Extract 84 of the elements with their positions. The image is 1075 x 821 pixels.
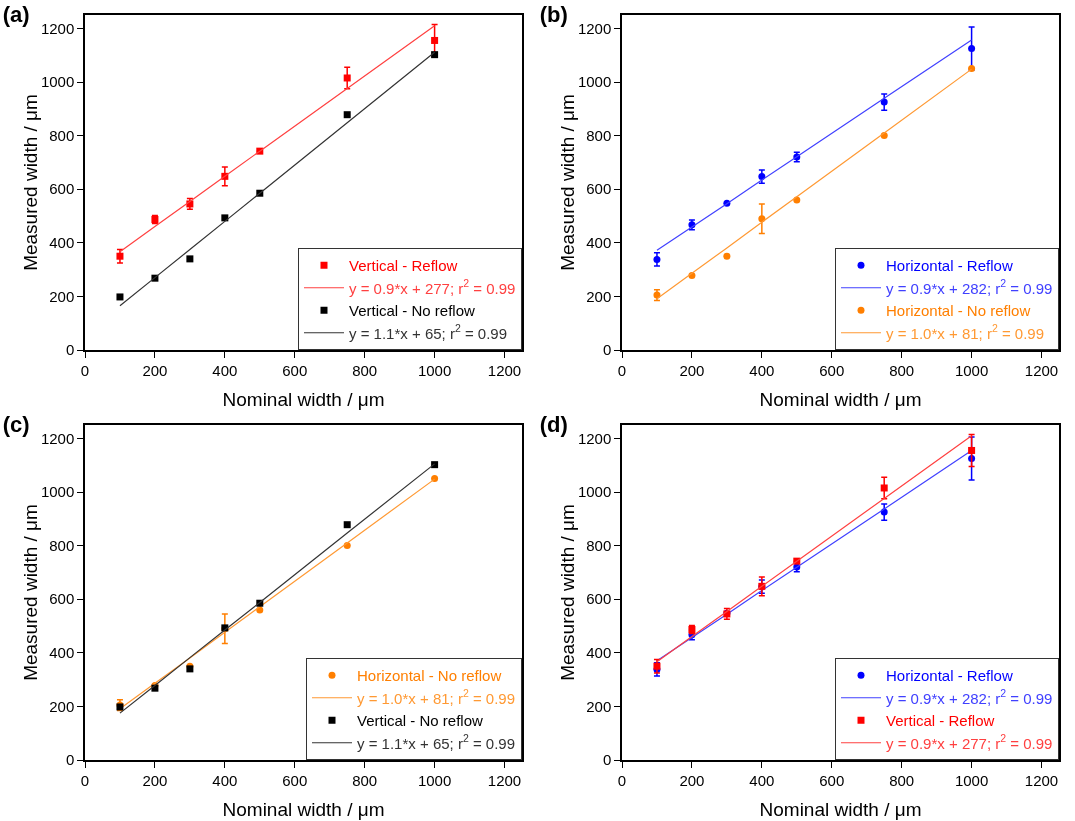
x-tick-label: 400 [212,361,238,379]
y-tick-label: 1200 [40,429,75,447]
y-tick-label: 200 [586,697,612,715]
x-tick-label: 1000 [954,771,989,789]
y-tick-label: 400 [586,644,612,662]
legend-label: Horizontal - No reflow [357,667,502,685]
y-tick-label: 0 [65,341,75,359]
x-tick-label: 1200 [1024,771,1059,789]
chart-title: (a) [2,1,30,27]
chart-title: (b) [539,1,568,27]
legend-label: y = 1.1*x + 65; r$^{2}$ = 0.99 [357,732,516,752]
x-tick-label: 0 [617,361,627,379]
x-tick-label: 800 [889,361,915,379]
legend-label: y = 1.1*x + 65; r$^{2}$ = 0.99 [349,322,508,342]
y-axis-title: Measured width / μm [19,94,41,271]
legend-label: Vertical - Reflow [349,257,458,275]
x-tick-label: 0 [80,361,90,379]
y-axis-title: Measured width / μm [556,504,578,681]
legend-label: y = 1.0*x + 81; r$^{2}$ = 0.99 [886,322,1045,342]
y-axis-title: Measured width / μm [556,94,578,271]
x-tick-label: 1200 [487,771,522,789]
y-tick-label: 400 [49,644,75,662]
y-tick-label: 1000 [40,483,75,501]
y-axis-title: Measured width / μm [19,504,41,681]
y-tick-label: 600 [49,180,75,198]
legend-label: y = 0.9*x + 277; r$^{2}$ = 0.99 [886,732,1053,752]
y-tick-label: 400 [49,234,75,252]
x-tick-label: 800 [889,771,915,789]
x-tick-label: 400 [749,771,775,789]
x-tick-label: 600 [819,361,845,379]
y-tick-label: 200 [49,287,75,305]
legend-label: y = 0.9*x + 277; r$^{2}$ = 0.99 [349,277,516,297]
chart-title: (d) [539,411,568,437]
x-tick-label: 200 [142,771,168,789]
x-tick-label: 800 [352,771,378,789]
x-tick-label: 200 [679,771,705,789]
x-axis-title: Nominal width / μm [759,389,922,410]
legend-label: Horizontal - Reflow [886,257,1013,275]
y-tick-label: 800 [49,536,75,554]
y-tick-label: 1000 [577,73,612,91]
y-tick-label: 600 [49,590,75,608]
y-tick-label: 1000 [40,73,75,91]
y-tick-label: 800 [49,126,75,144]
y-tick-label: 1200 [577,429,612,447]
legend-label: y = 0.9*x + 282; r$^{2}$ = 0.99 [886,277,1053,297]
x-tick-label: 200 [142,361,168,379]
y-tick-label: 0 [65,751,75,769]
x-axis-title: Nominal width / μm [222,389,385,410]
y-tick-label: 200 [49,697,75,715]
y-tick-label: 0 [602,341,612,359]
x-tick-label: 1000 [417,361,452,379]
x-tick-label: 600 [819,771,845,789]
y-tick-label: 800 [586,126,612,144]
legend-label: y = 0.9*x + 282; r$^{2}$ = 0.99 [886,687,1053,707]
x-tick-label: 1200 [487,361,522,379]
y-tick-label: 600 [586,180,612,198]
y-tick-label: 1000 [577,483,612,501]
y-tick-label: 1200 [577,19,612,37]
x-tick-label: 400 [749,361,775,379]
y-tick-label: 1200 [40,19,75,37]
x-tick-label: 1200 [1024,361,1059,379]
y-tick-label: 0 [602,751,612,769]
x-tick-label: 600 [282,771,308,789]
legend-label: Horizontal - No reflow [886,302,1031,320]
y-tick-label: 600 [586,590,612,608]
x-tick-label: 800 [352,361,378,379]
y-tick-label: 200 [586,287,612,305]
x-tick-label: 200 [679,361,705,379]
x-tick-label: 0 [617,771,627,789]
x-tick-label: 0 [80,771,90,789]
x-axis-title: Nominal width / μm [759,799,922,820]
legend-label: Horizontal - Reflow [886,667,1013,685]
chart-title: (c) [2,411,30,437]
x-tick-label: 400 [212,771,238,789]
legend-label: Vertical - No reflow [349,302,476,320]
x-tick-label: 1000 [954,361,989,379]
x-tick-label: 1000 [417,771,452,789]
legend-label: y = 1.0*x + 81; r$^{2}$ = 0.99 [357,687,516,707]
legend-label: Vertical - Reflow [886,712,995,730]
x-tick-label: 600 [282,361,308,379]
y-tick-label: 400 [586,234,612,252]
y-tick-label: 800 [586,536,612,554]
legend-label: Vertical - No reflow [357,712,484,730]
x-axis-title: Nominal width / μm [222,799,385,820]
